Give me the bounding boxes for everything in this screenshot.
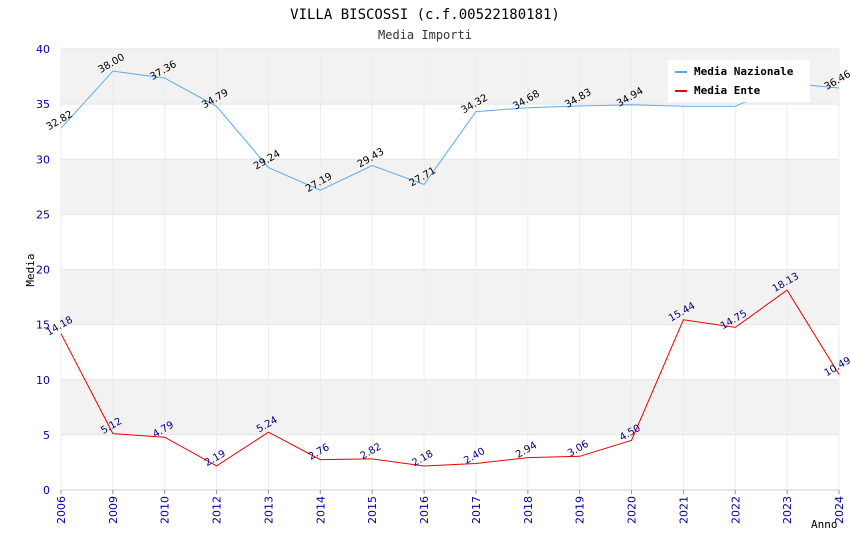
gridlines xyxy=(60,48,840,491)
x-tick-label: 2024 xyxy=(833,496,846,524)
x-tick-label: 2018 xyxy=(522,496,535,524)
chart-subtitle: Media Importi xyxy=(378,28,472,42)
y-tick-label: 40 xyxy=(36,43,50,56)
background-band xyxy=(61,214,839,270)
x-tick-label: 2020 xyxy=(626,496,639,524)
y-tick-label: 0 xyxy=(43,484,50,497)
y-tick-label: 30 xyxy=(36,153,50,166)
x-tick-label: 2009 xyxy=(107,496,120,524)
y-tick-label: 15 xyxy=(36,319,50,332)
series-line-ente xyxy=(60,289,840,467)
x-tick-label: 2013 xyxy=(262,496,275,524)
y-tick-label: 10 xyxy=(36,374,50,387)
x-tick-label: 2010 xyxy=(159,496,172,524)
y-tick-label: 20 xyxy=(36,264,50,277)
y-tick-label: 35 xyxy=(36,98,50,111)
y-axis-label: Media xyxy=(24,253,37,286)
x-tick-label: 2006 xyxy=(55,496,68,524)
background-band xyxy=(61,104,839,160)
x-tick-label: 2016 xyxy=(418,496,431,524)
series-line-nazionale xyxy=(60,70,840,191)
x-tick-label: 2015 xyxy=(366,496,379,524)
legend: Media Nazionale Media Ente xyxy=(668,60,810,102)
y-tick-label: 25 xyxy=(36,208,50,221)
x-tick-label: 2019 xyxy=(574,496,587,524)
background-bands xyxy=(61,49,839,490)
x-tick-label: 2021 xyxy=(677,496,690,524)
chart-title: VILLA BISCOSSI (c.f.00522180181) xyxy=(290,7,560,23)
x-tick-label: 2022 xyxy=(729,496,742,524)
background-band xyxy=(61,379,839,435)
background-band xyxy=(61,159,839,215)
y-axis-ticks: 0 5 10 15 20 25 30 35 40 xyxy=(36,43,50,497)
x-axis-ticks: 2006 2009 2010 2012 2013 2014 2015 2016 2017 2018… xyxy=(55,490,846,524)
x-tick-label: 2014 xyxy=(314,496,327,524)
background-band xyxy=(61,324,839,380)
legend-box xyxy=(668,60,810,102)
x-tick-label: 2012 xyxy=(211,496,224,524)
x-tick-label: 2023 xyxy=(781,496,794,524)
series-lines xyxy=(60,70,840,467)
y-tick-label: 5 xyxy=(43,429,50,442)
x-axis-label: Anno xyxy=(811,518,838,531)
legend-label-ente: Media Ente xyxy=(694,84,761,97)
legend-label-nazionale: Media Nazionale xyxy=(694,65,794,78)
x-tick-label: 2017 xyxy=(470,496,483,524)
background-band xyxy=(61,269,839,325)
background-band xyxy=(61,434,839,490)
